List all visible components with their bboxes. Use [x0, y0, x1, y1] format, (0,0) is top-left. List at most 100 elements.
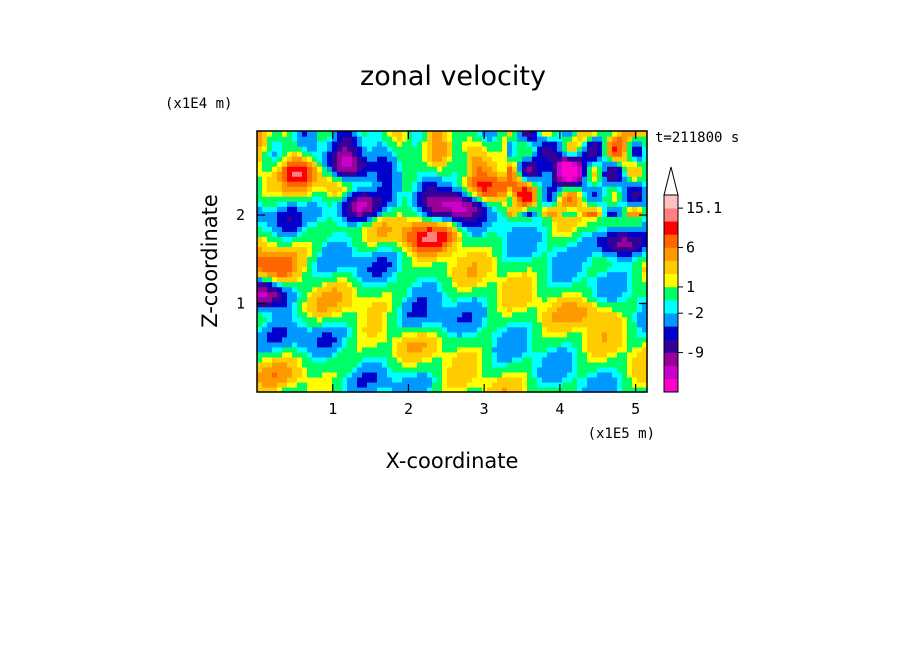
- heatmap-cell: [297, 221, 303, 227]
- heatmap-cell: [472, 211, 478, 217]
- heatmap-cell: [512, 301, 518, 308]
- heatmap-cell: [507, 231, 513, 237]
- heatmap-cell: [267, 276, 273, 283]
- heatmap-cell: [272, 381, 278, 388]
- heatmap-cell: [417, 151, 423, 157]
- heatmap-cell: [262, 166, 268, 172]
- heatmap-cell: [277, 216, 283, 222]
- heatmap-cell: [467, 156, 473, 162]
- heatmap-cell: [342, 136, 348, 142]
- heatmap-cell: [532, 371, 538, 378]
- heatmap-cell: [417, 346, 423, 353]
- heatmap-cell: [277, 246, 283, 253]
- heatmap-cell: [412, 176, 418, 182]
- heatmap-cell: [502, 271, 508, 278]
- heatmap-cell: [337, 251, 343, 258]
- heatmap-cell: [502, 326, 508, 333]
- heatmap-cell: [512, 321, 518, 328]
- heatmap-cell: [537, 321, 543, 328]
- heatmap-cell: [377, 251, 383, 258]
- heatmap-cell: [507, 131, 513, 137]
- heatmap-cell: [277, 331, 283, 338]
- heatmap-cell: [482, 166, 488, 172]
- heatmap-cell: [297, 376, 303, 383]
- heatmap-cell: [502, 206, 508, 212]
- heatmap-cell: [422, 291, 428, 298]
- heatmap-cell: [517, 196, 523, 202]
- heatmap-cell: [537, 226, 543, 232]
- heatmap-cell: [557, 281, 563, 288]
- heatmap-cell: [582, 341, 588, 348]
- heatmap-cell: [577, 236, 583, 243]
- heatmap-cell: [642, 341, 648, 348]
- heatmap-cell: [617, 131, 623, 137]
- heatmap-cell: [562, 166, 568, 172]
- heatmap-cell: [322, 341, 328, 348]
- heatmap-cell: [572, 286, 578, 293]
- heatmap-cell: [467, 161, 473, 167]
- heatmap-cell: [322, 271, 328, 278]
- heatmap-cell: [422, 321, 428, 328]
- heatmap-cell: [347, 256, 353, 263]
- heatmap-cell: [292, 321, 298, 328]
- heatmap-cell: [372, 196, 378, 202]
- heatmap-cell: [322, 351, 328, 358]
- heatmap-cell: [337, 161, 343, 167]
- heatmap-cell: [262, 301, 268, 308]
- heatmap-cell: [457, 176, 463, 182]
- heatmap-cell: [472, 241, 478, 248]
- heatmap-cell: [517, 346, 523, 353]
- heatmap-cell: [447, 211, 453, 217]
- heatmap-cell: [622, 351, 628, 358]
- heatmap-cell: [452, 176, 458, 182]
- heatmap-cell: [392, 186, 398, 192]
- heatmap-cell: [537, 191, 543, 197]
- heatmap-cell: [377, 181, 383, 187]
- heatmap-cell: [502, 301, 508, 308]
- heatmap-cell: [582, 336, 588, 343]
- heatmap-cell: [627, 221, 633, 227]
- heatmap-cell: [442, 336, 448, 343]
- heatmap-cell: [352, 286, 358, 293]
- heatmap-cell: [467, 226, 473, 232]
- heatmap-cell: [302, 241, 308, 248]
- heatmap-cell: [572, 146, 578, 152]
- heatmap-cell: [292, 226, 298, 232]
- heatmap-cell: [592, 356, 598, 363]
- heatmap-cell: [542, 371, 548, 378]
- heatmap-cell: [412, 186, 418, 192]
- heatmap-cell: [332, 271, 338, 278]
- heatmap-cell: [427, 346, 433, 353]
- heatmap-cell: [482, 301, 488, 308]
- heatmap-cell: [282, 156, 288, 162]
- heatmap-cell: [287, 151, 293, 157]
- heatmap-cell: [292, 286, 298, 293]
- heatmap-cell: [632, 301, 638, 308]
- heatmap-cell: [352, 196, 358, 202]
- heatmap-cell: [272, 351, 278, 358]
- heatmap-cell: [407, 196, 413, 202]
- heatmap-cell: [302, 271, 308, 278]
- heatmap-cell: [362, 306, 368, 313]
- heatmap-cell: [372, 171, 378, 177]
- heatmap-cell: [312, 271, 318, 278]
- colorbar-tick-label: -9: [686, 344, 704, 362]
- heatmap-cell: [517, 256, 523, 263]
- heatmap-cell: [447, 376, 453, 383]
- heatmap-cell: [272, 241, 278, 248]
- heatmap-cell: [537, 181, 543, 187]
- heatmap-cell: [427, 226, 433, 232]
- heatmap-cell: [312, 226, 318, 232]
- heatmap-cell: [552, 386, 558, 393]
- heatmap-cell: [297, 281, 303, 288]
- heatmap-cell: [497, 221, 503, 227]
- heatmap-cell: [532, 281, 538, 288]
- heatmap-cell: [482, 151, 488, 157]
- heatmap-cell: [457, 156, 463, 162]
- heatmap-cell: [552, 131, 558, 137]
- heatmap-cell: [507, 376, 513, 383]
- heatmap-cell: [587, 256, 593, 263]
- heatmap-cell: [447, 156, 453, 162]
- heatmap-cell: [367, 196, 373, 202]
- heatmap-cell: [572, 386, 578, 393]
